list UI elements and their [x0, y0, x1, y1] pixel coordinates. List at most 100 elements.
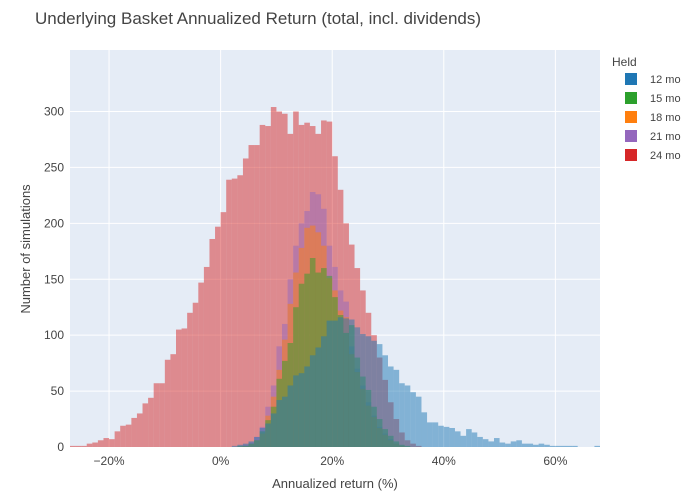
- histogram-bar: [360, 334, 366, 447]
- histogram-bar: [103, 438, 110, 447]
- histogram-bar: [237, 444, 243, 447]
- histogram-bar: [86, 443, 93, 447]
- histogram-bar: [321, 336, 327, 447]
- histogram-bar: [572, 445, 578, 447]
- histogram-bar: [309, 355, 316, 447]
- histogram-bar: [488, 441, 494, 447]
- legend-title: Held: [612, 55, 637, 69]
- histogram-bar: [332, 320, 338, 447]
- histogram-bar: [120, 425, 126, 447]
- histogram-bar: [254, 145, 260, 447]
- histogram-bar: [415, 396, 422, 447]
- legend-item-label[interactable]: 18 mo: [650, 112, 681, 124]
- histogram-bar: [466, 429, 472, 447]
- histogram-bar: [242, 443, 249, 447]
- histogram-bar: [499, 442, 506, 447]
- histogram-bar: [505, 443, 511, 447]
- histogram-bar: [192, 302, 199, 447]
- histogram-bar: [282, 113, 288, 448]
- histogram-bar: [270, 107, 277, 447]
- histogram-bar: [203, 266, 210, 447]
- histogram-bar: [81, 445, 87, 447]
- legend-item-label[interactable]: 12 mo: [650, 74, 681, 86]
- histogram-bar: [237, 175, 243, 447]
- x-tick-label: −20%: [94, 454, 125, 468]
- histogram-bar: [198, 282, 204, 447]
- histogram-bar: [159, 383, 165, 447]
- histogram-bar: [304, 273, 310, 447]
- histogram-bar: [432, 422, 439, 447]
- histogram-bar: [242, 158, 249, 447]
- histogram-bar: [404, 385, 411, 447]
- histogram-bar: [371, 340, 377, 447]
- histogram-bar: [309, 258, 316, 447]
- histogram-bar: [298, 373, 305, 447]
- histogram-bar: [136, 413, 143, 447]
- histogram-bar: [304, 366, 310, 447]
- histogram-bar: [399, 383, 405, 447]
- legend-swatch[interactable]: [625, 149, 637, 161]
- histogram-bar: [153, 383, 160, 447]
- histogram-bar: [226, 179, 232, 447]
- histogram-bar: [348, 319, 355, 447]
- histogram-bar: [265, 126, 271, 447]
- legend-swatch[interactable]: [625, 73, 637, 85]
- y-tick-label: 0: [57, 440, 64, 454]
- histogram-bar: [131, 417, 137, 447]
- histogram-bar: [471, 432, 478, 447]
- legend-item-label[interactable]: 21 mo: [650, 131, 681, 143]
- legend-swatch[interactable]: [625, 130, 637, 142]
- histogram-bar: [209, 238, 216, 447]
- y-tick-label: 250: [44, 160, 64, 174]
- histogram-bar: [315, 347, 322, 447]
- histogram-bar: [75, 445, 82, 447]
- histogram-bar: [594, 445, 600, 447]
- histogram-bar: [365, 336, 372, 447]
- histogram-bar: [510, 441, 517, 447]
- histogram-bar: [254, 436, 260, 447]
- histogram-bar: [142, 403, 149, 447]
- histogram-bar: [538, 443, 545, 447]
- histogram-bar: [449, 427, 455, 447]
- histogram-bar: [482, 439, 489, 447]
- histogram-bar: [170, 354, 176, 447]
- histogram-bar: [265, 423, 271, 447]
- histogram-bar: [443, 426, 450, 447]
- x-tick-label: 0%: [212, 454, 230, 468]
- histogram-bar: [276, 400, 282, 447]
- histogram-bar: [259, 124, 266, 447]
- histogram-bar: [176, 329, 182, 447]
- histogram-bar: [438, 425, 444, 447]
- histogram-bar: [248, 441, 255, 447]
- histogram-bar: [477, 436, 483, 447]
- histogram-bar: [560, 445, 567, 447]
- legend: Held 12 mo 15 mo 18 mo 21 mo 24 mo: [612, 55, 681, 162]
- histogram-bar: [114, 431, 121, 447]
- legend-swatch[interactable]: [625, 111, 637, 123]
- histogram-bar: [527, 443, 534, 447]
- histogram-bar: [125, 424, 132, 447]
- legend-item-label[interactable]: 15 mo: [650, 93, 681, 105]
- y-tick-label: 50: [51, 384, 65, 398]
- histogram-bar: [164, 359, 171, 447]
- y-axis-title: Number of simulations: [18, 184, 33, 314]
- histogram-bar: [388, 366, 394, 447]
- histogram-bar: [70, 445, 76, 447]
- histogram-bar: [460, 435, 467, 447]
- chart-title: Underlying Basket Annualized Return (tot…: [35, 9, 481, 28]
- histogram-bar: [516, 440, 522, 447]
- y-tick-label: 200: [44, 216, 64, 230]
- histogram-bar: [92, 442, 98, 447]
- histogram-bar: [354, 327, 361, 447]
- legend-swatch[interactable]: [625, 92, 637, 104]
- histogram-bar: [544, 444, 550, 447]
- histogram-bar: [248, 145, 255, 447]
- histogram-bar: [555, 445, 561, 447]
- histogram-bar: [270, 413, 277, 447]
- y-tick-label: 150: [44, 272, 64, 286]
- legend-item-label[interactable]: 24 mo: [650, 150, 681, 162]
- histogram-bar: [566, 445, 573, 447]
- x-axis-title: Annualized return (%): [272, 476, 398, 491]
- histogram-bar: [337, 317, 344, 447]
